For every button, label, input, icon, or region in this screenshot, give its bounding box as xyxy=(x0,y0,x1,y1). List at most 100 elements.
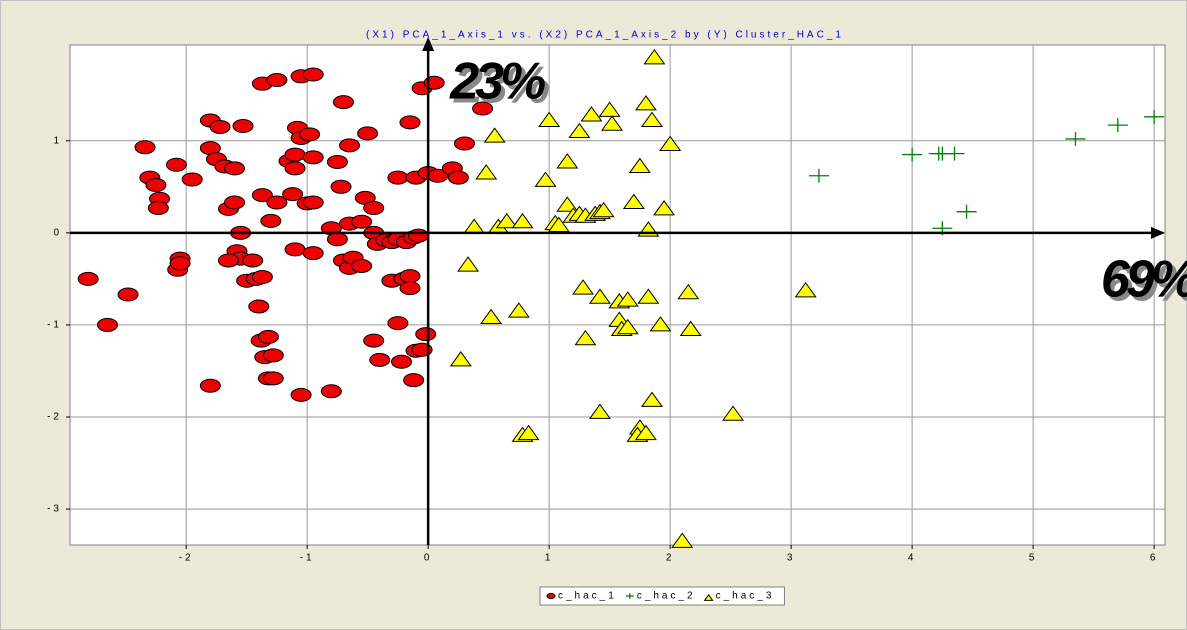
plot-area xyxy=(69,44,1166,546)
legend-label: c_hac_1 xyxy=(558,591,617,602)
point xyxy=(266,195,288,210)
point xyxy=(363,333,385,348)
point xyxy=(625,593,634,599)
point xyxy=(480,308,503,325)
point xyxy=(299,127,321,142)
y-tick-label: -1 xyxy=(47,320,62,331)
point xyxy=(634,95,657,111)
point xyxy=(472,101,494,116)
point xyxy=(266,72,288,87)
point xyxy=(218,253,240,268)
point xyxy=(1144,109,1165,124)
point xyxy=(302,246,324,261)
axes: -2 -1 0 1 2 3 4 5 6 -3 -2 -1 0 1 23%23% 69%69% xyxy=(47,37,1187,564)
point xyxy=(1065,131,1086,146)
annotation-shadow: 69% xyxy=(1105,255,1187,313)
point xyxy=(97,317,119,332)
x-tick-label: -1 xyxy=(300,553,315,564)
point xyxy=(679,320,702,337)
point xyxy=(572,279,594,295)
point xyxy=(659,135,682,151)
point xyxy=(284,242,306,257)
point xyxy=(399,115,421,130)
point xyxy=(369,352,391,367)
point xyxy=(332,95,354,110)
point xyxy=(475,164,498,180)
legend-label: c_hac_2 xyxy=(637,591,696,602)
point xyxy=(449,351,472,367)
point xyxy=(351,258,373,273)
annotation: 23% xyxy=(449,53,545,111)
point xyxy=(447,170,469,185)
point xyxy=(224,195,246,210)
point xyxy=(302,67,324,82)
point xyxy=(598,101,621,117)
point xyxy=(117,287,139,302)
point xyxy=(495,212,518,229)
x-tick-label: 3 xyxy=(787,553,796,564)
point xyxy=(284,161,306,176)
x-axis-arrow xyxy=(1151,226,1165,239)
y-tick-label: 1 xyxy=(53,135,62,146)
legend: c_hac_1 c_hac_2 c_hac_3 xyxy=(539,586,785,606)
point xyxy=(794,281,817,298)
point xyxy=(224,161,246,176)
point xyxy=(649,316,672,332)
point xyxy=(147,200,169,215)
point xyxy=(546,592,556,600)
point xyxy=(330,179,352,194)
point xyxy=(517,424,540,441)
point xyxy=(391,354,413,369)
point xyxy=(165,157,187,172)
point xyxy=(232,119,254,134)
point xyxy=(703,593,714,601)
point xyxy=(507,302,530,318)
x-tick-label: 4 xyxy=(908,553,917,564)
chart-title: (X1) PCA_1_Axis_1 vs. (X2) PCA_1_Axis_2 … xyxy=(366,30,844,41)
point xyxy=(1107,118,1128,133)
annotation: 69% xyxy=(1101,251,1187,309)
point xyxy=(351,214,373,229)
point xyxy=(262,371,284,386)
point xyxy=(556,196,579,212)
point xyxy=(257,329,279,344)
x-tick-label: 6 xyxy=(1150,553,1159,564)
point xyxy=(284,147,306,162)
point xyxy=(588,288,611,304)
point xyxy=(622,193,645,209)
point xyxy=(134,140,156,155)
x-tick-label: 0 xyxy=(424,553,433,564)
legend-box xyxy=(539,586,785,606)
point xyxy=(209,119,231,134)
point xyxy=(453,136,475,151)
point xyxy=(944,146,965,161)
y-tick-label: -3 xyxy=(47,504,62,515)
point xyxy=(399,269,421,284)
point xyxy=(262,348,284,363)
point xyxy=(387,316,409,331)
point xyxy=(338,138,360,153)
point xyxy=(956,204,977,219)
y-tick-label: -2 xyxy=(47,412,62,423)
point xyxy=(556,153,579,169)
point xyxy=(407,228,429,243)
point xyxy=(616,318,639,335)
point xyxy=(601,115,624,131)
point xyxy=(248,299,270,314)
point xyxy=(320,384,342,399)
point xyxy=(199,378,221,393)
point xyxy=(260,213,282,228)
annotation-shadow: 23% xyxy=(453,57,549,115)
point xyxy=(634,424,657,441)
point xyxy=(643,49,666,65)
point xyxy=(580,106,603,122)
point xyxy=(574,329,597,346)
x-tick-label: 5 xyxy=(1029,553,1038,564)
x-tick-label: 1 xyxy=(545,553,554,564)
point xyxy=(326,232,348,247)
point xyxy=(538,111,561,128)
point xyxy=(671,532,694,548)
point xyxy=(242,253,264,268)
point xyxy=(511,212,534,229)
